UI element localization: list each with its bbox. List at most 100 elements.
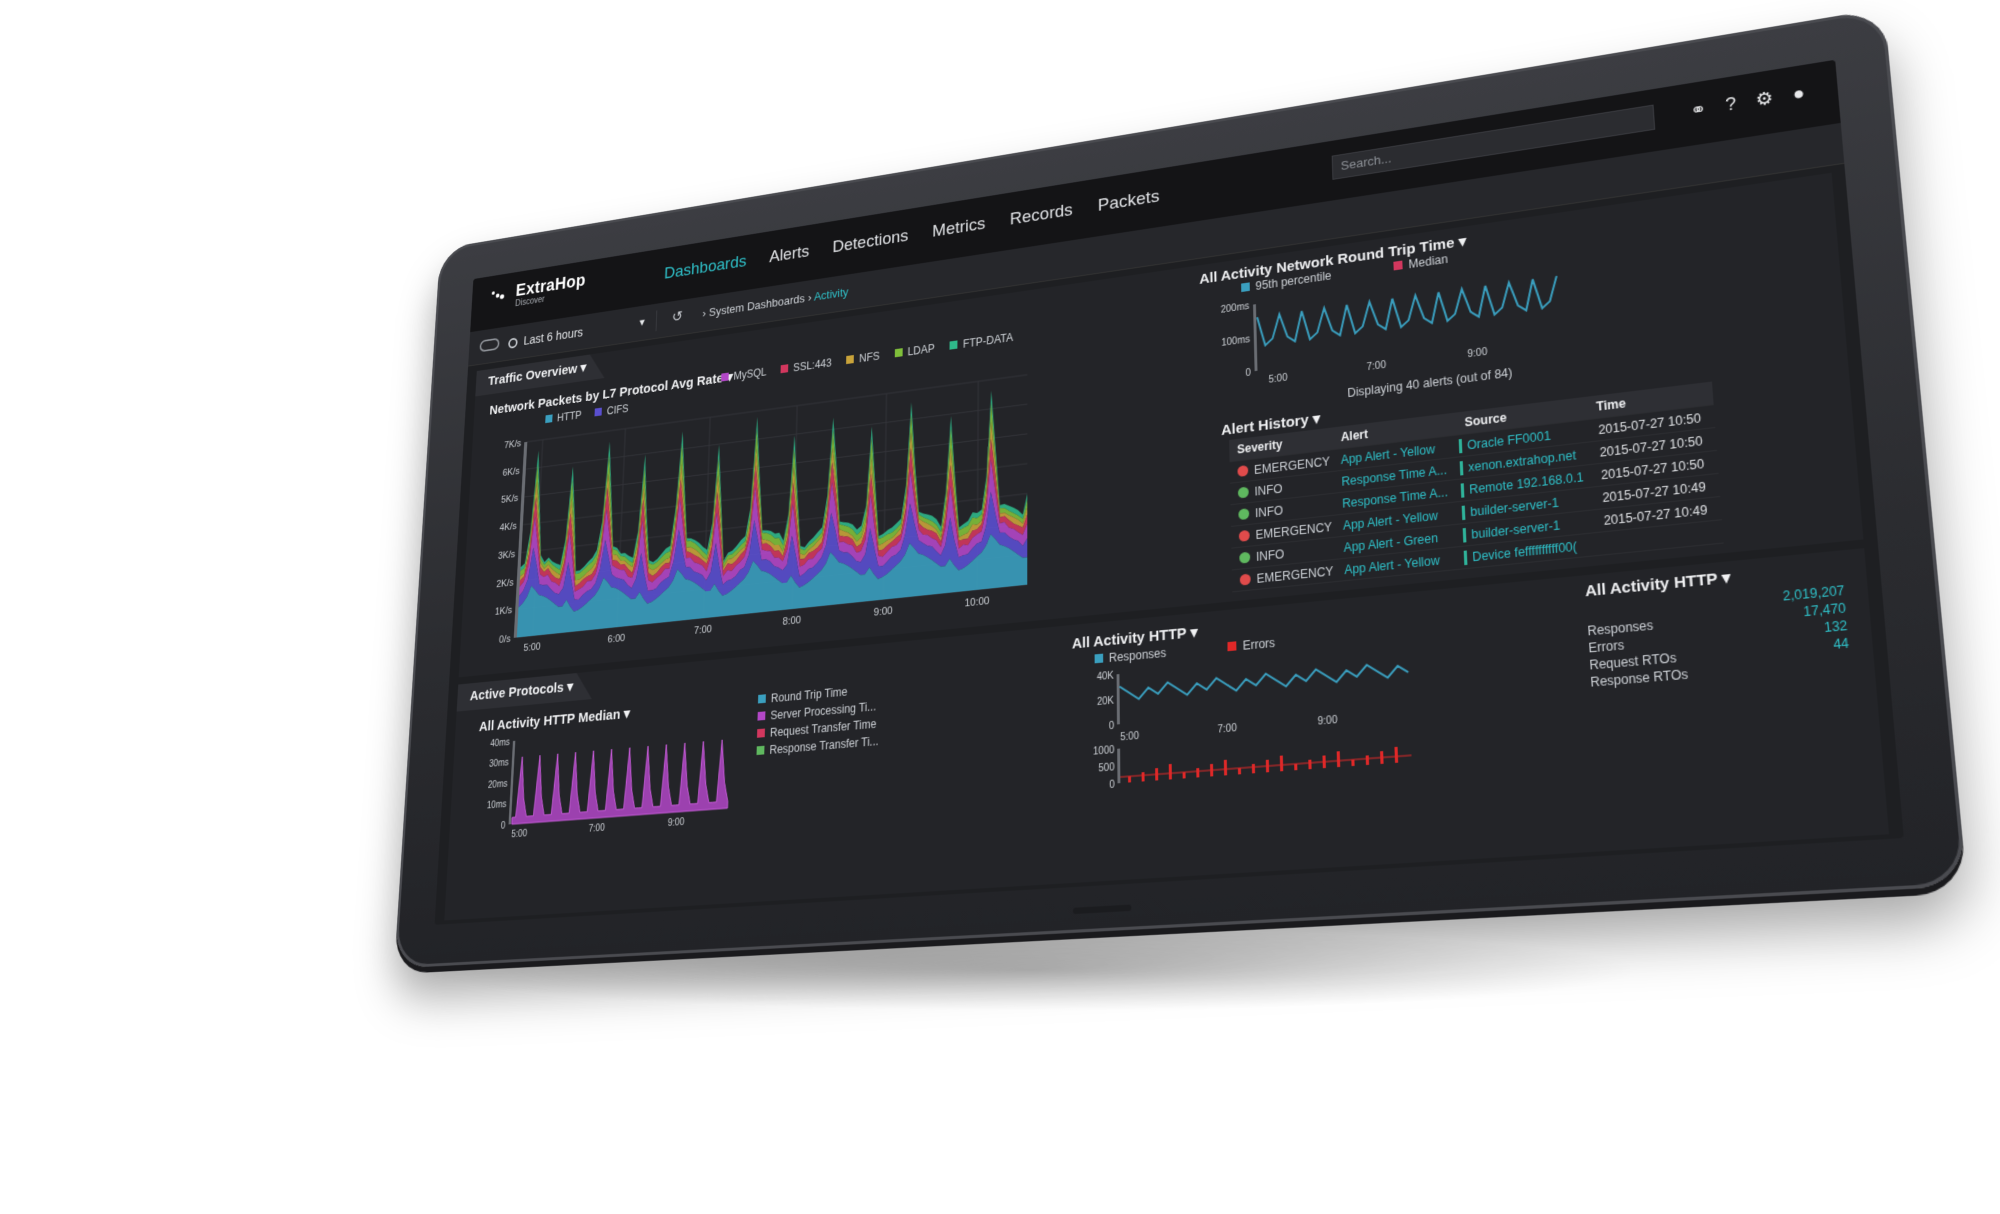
median-x-tick: 7:00 (588, 823, 605, 835)
top-icons: ⚭ ? ⚙ ● (1689, 83, 1805, 121)
legend-mysql: MySQL (733, 366, 766, 383)
error-bar (1366, 755, 1369, 765)
error-bar (1128, 776, 1131, 782)
http-x-tick: 5:00 (1120, 730, 1139, 743)
sidebar-toggle-icon[interactable] (479, 338, 499, 353)
breadcrumb-current[interactable]: Activity (814, 285, 849, 303)
server-processing-area (512, 739, 730, 824)
error-bar (1294, 764, 1297, 770)
rtt-x-tick: 7:00 (1366, 360, 1386, 374)
error-bar (1308, 760, 1311, 770)
http-y-tick: 0 (1109, 720, 1114, 732)
error-bar (1224, 760, 1227, 776)
y-tick-label: 4K/s (499, 522, 517, 534)
help-icon[interactable]: ? (1725, 94, 1737, 116)
error-bar (1337, 751, 1341, 767)
breadcrumb-separator-icon: › (702, 306, 706, 320)
extrahop-logo[interactable]: ExtraHop Discover (492, 271, 586, 312)
legend-errors: Errors (1243, 636, 1276, 653)
y-tick-label: 2K/s (496, 578, 514, 590)
severity-dot-icon (1239, 552, 1250, 564)
severity-dot-icon (1238, 508, 1249, 520)
x-tick-label: 6:00 (607, 633, 625, 645)
error-bar (1394, 747, 1398, 763)
x-tick-label: 5:00 (523, 642, 541, 654)
median-y-axis-bar (509, 741, 516, 825)
http-stats-table: 2,019,207 Responses 17,470 Errors 132 Requ… (1586, 583, 1851, 692)
error-bar (1142, 772, 1145, 781)
nav-metrics[interactable]: Metrics (932, 214, 985, 242)
y-tick-label: 7K/s (504, 439, 521, 451)
nav-detections[interactable]: Detections (832, 227, 908, 258)
y-tick-label: 0/s (499, 634, 511, 646)
dashboard-screen: ExtraHop Discover Dashboards Alerts Dete… (435, 60, 1904, 925)
stacked-areas (517, 381, 1028, 638)
nav-packets[interactable]: Packets (1098, 187, 1160, 217)
legend-ldap: LDAP (907, 342, 934, 358)
legend-ssl443: SSL:443 (793, 356, 832, 374)
severity-dot-icon (1239, 530, 1250, 542)
error-bar (1169, 764, 1172, 780)
median-y-axis: 40ms 30ms 20ms 10ms 0 (485, 737, 515, 833)
error-bar (1196, 768, 1199, 777)
severity-dot-icon (1240, 574, 1251, 586)
legend-ftp-data: FTP-DATA (963, 331, 1013, 351)
median-y-tick: 10ms (487, 800, 507, 812)
tablet-device: ExtraHop Discover Dashboards Alerts Dete… (394, 8, 1967, 968)
nav-records[interactable]: Records (1010, 200, 1073, 230)
clock-icon (508, 337, 518, 348)
error-bar (1238, 768, 1241, 774)
history-icon[interactable]: ↺ (672, 307, 683, 326)
http-y-axis-bar (1117, 674, 1120, 724)
http-x-tick: 7:00 (1217, 722, 1236, 735)
x-tick-label: 7:00 (694, 624, 712, 637)
time-range-label: Last 6 hours (523, 325, 583, 347)
breadcrumb-parent[interactable]: System Dashboards (709, 291, 805, 318)
responses-line (1120, 661, 1409, 700)
error-bar (1280, 756, 1283, 772)
time-cell (1596, 531, 1722, 544)
http-x-axis: 5:00 7:00 9:00 (1120, 714, 1337, 743)
http-y-axis: 40K 20K 0 1000 500 0 (1093, 670, 1121, 793)
rtt-95th-line (1257, 276, 1558, 346)
median-x-tick: 5:00 (511, 828, 527, 840)
rtt-x-tick: 5:00 (1269, 372, 1288, 386)
logo-mark-icon (490, 288, 510, 303)
http-x-tick: 9:00 (1317, 714, 1337, 728)
tablet-frame-wrapper: ExtraHop Discover Dashboards Alerts Dete… (290, 110, 1910, 970)
rtt-y-axis: 200ms 100ms 0 (1221, 300, 1258, 382)
y-tick-label: 5K/s (501, 494, 519, 506)
error-bar (1351, 760, 1354, 767)
http-y-tick: 20K (1097, 695, 1115, 708)
gear-icon[interactable]: ⚙ (1755, 88, 1774, 111)
errors-y-tick: 500 (1098, 762, 1114, 775)
error-bar (1183, 772, 1186, 778)
x-tick-label: 9:00 (874, 606, 893, 619)
median-y-tick: 30ms (489, 758, 509, 770)
errors-y-tick: 0 (1109, 779, 1114, 791)
rtt-x-tick: 9:00 (1467, 346, 1487, 360)
tablet-sensor (1073, 905, 1131, 915)
y-tick-label: 6K/s (502, 466, 520, 478)
chevron-down-icon: ▼ (637, 312, 646, 334)
nav-dashboards[interactable]: Dashboards (664, 252, 747, 284)
y-tick-label: 1K/s (495, 606, 513, 618)
breadcrumb-separator-icon: › (808, 290, 812, 304)
rtt-y-axis-bar (1253, 304, 1257, 371)
active-protocols-tab[interactable]: Active Protocols ▾ (457, 671, 594, 711)
user-icon[interactable]: ● (1792, 83, 1806, 105)
http-responses-chart: 40K 20K 0 1000 500 0 5:00 7:00 9:00 (1072, 640, 1434, 813)
http-median-area-chart: 40ms 30ms 20ms 10ms 0 5:00 7:00 9:00 (464, 715, 740, 850)
legend-http: HTTP (557, 409, 582, 424)
http-median-legend: Round Trip Time Server Processing Ti... … (756, 682, 879, 762)
errors-bars (1120, 746, 1411, 783)
median-x-tick: 9:00 (668, 817, 685, 829)
severity-dot-icon (1237, 465, 1248, 477)
error-bar (1252, 764, 1255, 774)
rtt-y-tick: 200ms (1221, 301, 1250, 316)
network-icon[interactable]: ⚭ (1689, 98, 1707, 121)
rtt-y-tick: 0 (1245, 367, 1251, 379)
x-tick-label: 8:00 (782, 615, 801, 628)
rtt-y-tick: 100ms (1221, 334, 1250, 349)
nav-alerts[interactable]: Alerts (769, 242, 810, 267)
